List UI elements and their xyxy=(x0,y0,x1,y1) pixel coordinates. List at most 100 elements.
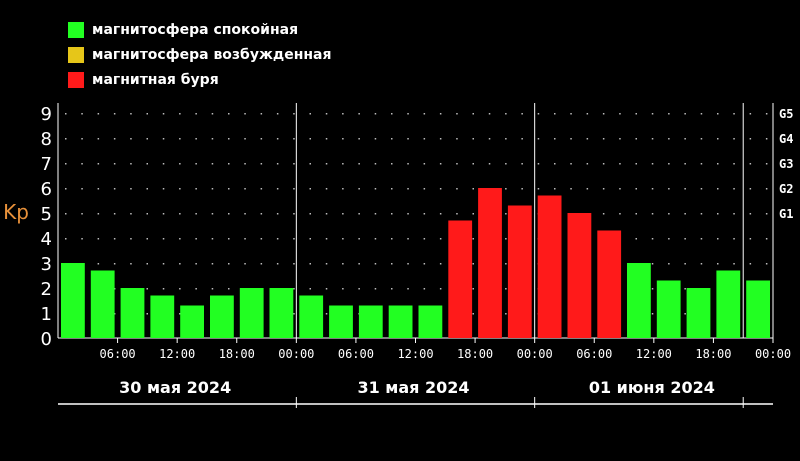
grid-dot xyxy=(358,113,360,115)
y-tick-label: 8 xyxy=(41,129,52,150)
grid-dot xyxy=(276,188,279,190)
grid-dot xyxy=(537,188,540,190)
grid-dot xyxy=(293,213,295,215)
grid-dot xyxy=(325,138,328,140)
grid-dot xyxy=(570,163,572,165)
grid-dot xyxy=(391,238,393,240)
grid-dot xyxy=(505,238,507,240)
grid-dot xyxy=(635,213,637,215)
grid-dot xyxy=(749,213,752,215)
grid-dot xyxy=(635,238,637,240)
grid-dot xyxy=(521,188,523,190)
x-tick-label: 18:00 xyxy=(457,347,493,361)
grid-dot xyxy=(570,188,572,190)
grid-dot xyxy=(749,138,752,140)
grid-dot xyxy=(717,213,719,215)
grid-dot xyxy=(488,113,491,115)
grid-dot xyxy=(635,138,637,140)
grid-dot xyxy=(325,263,328,265)
grid-dot xyxy=(260,138,263,140)
grid-dot xyxy=(749,163,752,165)
grid-dot xyxy=(81,238,83,240)
grid-dot xyxy=(554,163,556,165)
grid-dot xyxy=(619,113,621,115)
grid-dot xyxy=(113,213,116,215)
grid-dot xyxy=(211,238,214,240)
grid-dot xyxy=(162,238,165,240)
grid-dot xyxy=(733,188,735,190)
g-scale-label: G3 xyxy=(779,157,793,171)
grid-dot xyxy=(358,138,360,140)
grid-dot xyxy=(146,238,148,240)
grid-dot xyxy=(244,213,246,215)
grid-dot xyxy=(765,163,768,165)
grid-dot xyxy=(684,213,686,215)
grid-dot xyxy=(439,113,442,115)
grid-dot xyxy=(358,163,360,165)
grid-dot xyxy=(293,238,295,240)
grid-dot xyxy=(488,163,491,165)
grid-dot xyxy=(439,213,442,215)
grid-dot xyxy=(651,288,654,290)
x-tick-label: 12:00 xyxy=(397,347,433,361)
grid-dot xyxy=(472,288,474,290)
grid-dot xyxy=(717,138,719,140)
grid-dot xyxy=(342,138,344,140)
grid-dot xyxy=(228,188,230,190)
grid-dot xyxy=(505,163,507,165)
y-tick-label: 5 xyxy=(41,204,52,225)
grid-dot xyxy=(374,113,377,115)
grid-dot xyxy=(488,138,491,140)
grid-dot xyxy=(195,263,197,265)
grid-dot xyxy=(146,138,148,140)
grid-dot xyxy=(472,238,474,240)
grid-dot xyxy=(651,188,654,190)
grid-dot xyxy=(684,288,686,290)
grid-dot xyxy=(554,113,556,115)
grid-dot xyxy=(293,163,295,165)
grid-dot xyxy=(113,288,116,290)
legend-swatch-storm xyxy=(68,71,84,88)
kp-bar xyxy=(239,288,264,338)
grid-dot xyxy=(684,138,686,140)
grid-dot xyxy=(717,113,719,115)
grid-dot xyxy=(439,163,442,165)
grid-dot xyxy=(358,288,360,290)
grid-dot xyxy=(423,113,426,115)
grid-dot xyxy=(700,138,703,140)
legend-item-quiet: магнитосфера спокойная xyxy=(68,17,331,42)
grid-dot xyxy=(423,188,426,190)
day-label: 31 мая 2024 xyxy=(357,378,469,397)
grid-dot xyxy=(374,238,377,240)
grid-dot xyxy=(651,213,654,215)
grid-dot xyxy=(130,113,132,115)
legend-label-active: магнитосфера возбужденная xyxy=(92,46,332,63)
grid-dot xyxy=(309,138,311,140)
grid-dot xyxy=(391,138,393,140)
grid-dot xyxy=(325,163,328,165)
grid-dot xyxy=(325,113,328,115)
grid-dot xyxy=(358,213,360,215)
grid-dot xyxy=(423,238,426,240)
grid-dot xyxy=(472,213,474,215)
grid-dot xyxy=(586,113,589,115)
grid-dot xyxy=(195,213,197,215)
grid-dot xyxy=(293,113,295,115)
grid-dot xyxy=(228,163,230,165)
grid-dot xyxy=(619,188,621,190)
grid-dot xyxy=(733,138,735,140)
x-tick-label: 00:00 xyxy=(755,347,791,361)
grid-dot xyxy=(602,138,605,140)
grid-dot xyxy=(195,188,197,190)
grid-dot xyxy=(342,263,344,265)
grid-dot xyxy=(668,238,670,240)
grid-dot xyxy=(81,213,83,215)
grid-dot xyxy=(765,138,768,140)
legend-label-quiet: магнитосфера спокойная xyxy=(92,21,299,38)
grid-dot xyxy=(309,213,311,215)
grid-dot xyxy=(195,163,197,165)
grid-dot xyxy=(97,163,100,165)
grid-dot xyxy=(244,188,246,190)
x-tick-label: 18:00 xyxy=(695,347,731,361)
grid-dot xyxy=(358,263,360,265)
